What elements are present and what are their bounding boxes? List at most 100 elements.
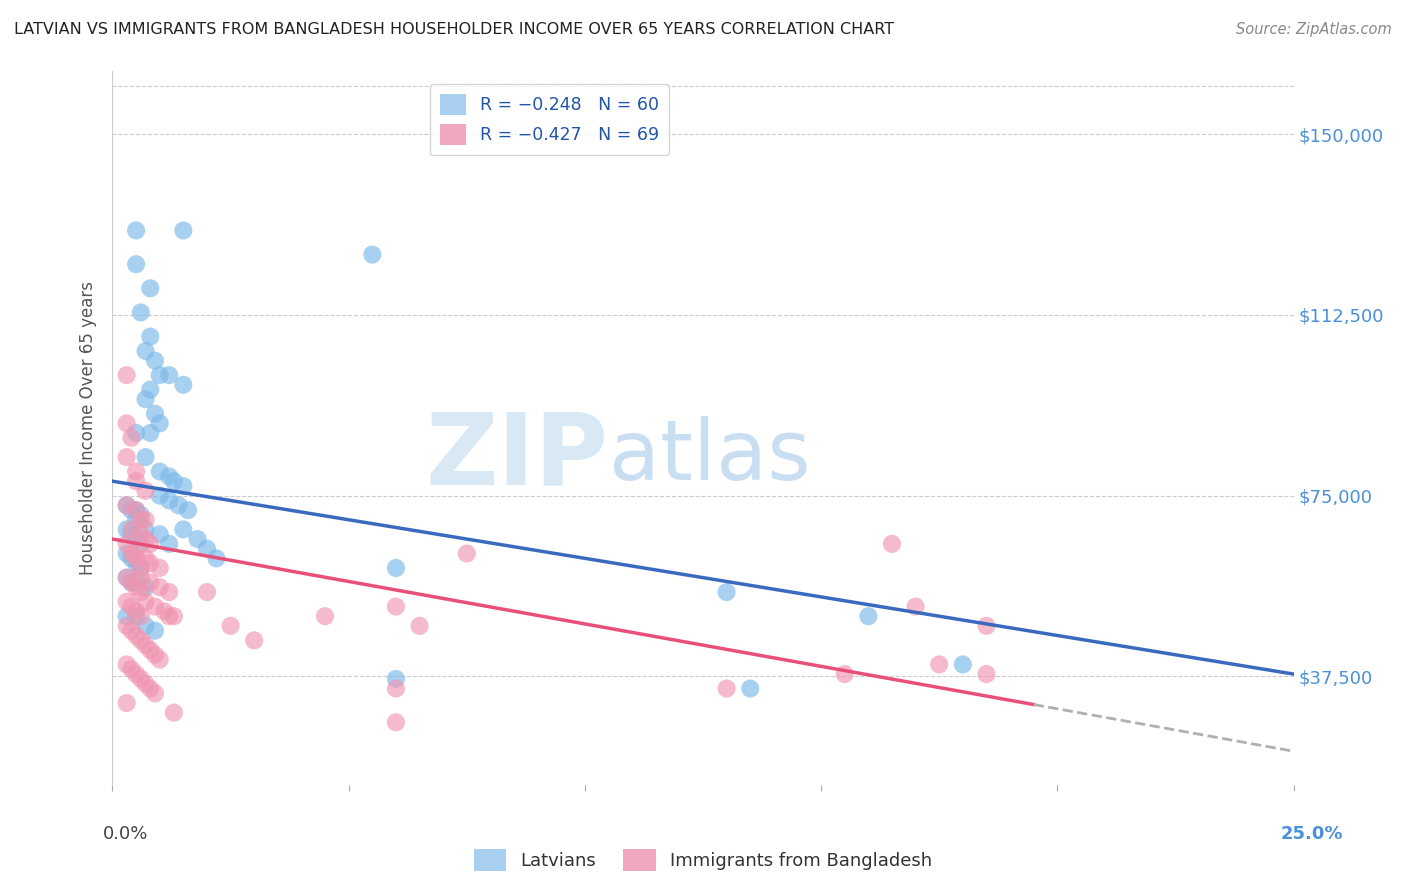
Point <box>153 604 176 618</box>
Point <box>149 465 172 479</box>
Point <box>172 523 194 537</box>
Point <box>952 657 974 672</box>
Point <box>139 281 162 295</box>
Point <box>129 537 152 551</box>
Point <box>219 619 242 633</box>
Point <box>120 575 142 590</box>
Point <box>115 619 138 633</box>
Point <box>129 513 152 527</box>
Point <box>125 223 148 237</box>
Point <box>125 257 148 271</box>
Point <box>135 523 157 537</box>
Point <box>125 425 148 440</box>
Point <box>125 474 148 488</box>
Point <box>139 556 162 570</box>
Point <box>115 537 138 551</box>
Point <box>115 657 138 672</box>
Point <box>129 609 152 624</box>
Point <box>120 527 142 541</box>
Point <box>120 523 142 537</box>
Point <box>172 223 194 237</box>
Point <box>157 609 180 624</box>
Point <box>129 561 152 575</box>
Point <box>149 652 172 666</box>
Point <box>314 609 336 624</box>
Point <box>115 696 138 710</box>
Point <box>143 648 166 662</box>
Legend: R = −0.248   N = 60, R = −0.427   N = 69: R = −0.248 N = 60, R = −0.427 N = 69 <box>429 84 669 155</box>
Point <box>135 619 157 633</box>
Point <box>115 595 138 609</box>
Point <box>120 575 142 590</box>
Point <box>385 715 408 730</box>
Point <box>157 585 180 599</box>
Point <box>135 551 157 566</box>
Point <box>125 513 148 527</box>
Point <box>456 547 478 561</box>
Point <box>120 624 142 638</box>
Point <box>157 537 180 551</box>
Point <box>139 575 162 590</box>
Point <box>139 643 162 657</box>
Point <box>834 667 856 681</box>
Point <box>135 392 157 407</box>
Point <box>125 604 148 618</box>
Point <box>125 465 148 479</box>
Point <box>139 537 162 551</box>
Point <box>143 624 166 638</box>
Point <box>115 571 138 585</box>
Point <box>149 561 172 575</box>
Point <box>115 368 138 383</box>
Point <box>149 489 172 503</box>
Point <box>976 619 998 633</box>
Point <box>385 681 408 696</box>
Point <box>115 417 138 431</box>
Point <box>135 450 157 464</box>
Point <box>243 633 266 648</box>
Point <box>186 532 208 546</box>
Point <box>129 305 152 319</box>
Point <box>157 368 180 383</box>
Point <box>125 547 148 561</box>
Text: 25.0%: 25.0% <box>1281 825 1343 843</box>
Point <box>135 483 157 498</box>
Point <box>858 609 880 624</box>
Text: Source: ZipAtlas.com: Source: ZipAtlas.com <box>1236 22 1392 37</box>
Point <box>163 474 186 488</box>
Point <box>125 609 148 624</box>
Point <box>163 609 186 624</box>
Point <box>135 513 157 527</box>
Y-axis label: Householder Income Over 65 years: Householder Income Over 65 years <box>79 281 97 575</box>
Point <box>716 681 738 696</box>
Point <box>143 407 166 421</box>
Point <box>129 571 152 585</box>
Point <box>125 503 148 517</box>
Point <box>385 672 408 686</box>
Point <box>157 469 180 483</box>
Point <box>135 580 157 594</box>
Point <box>385 561 408 575</box>
Point <box>385 599 408 614</box>
Point <box>129 561 152 575</box>
Point <box>115 547 138 561</box>
Point <box>205 551 228 566</box>
Point <box>904 599 927 614</box>
Point <box>125 551 148 566</box>
Point <box>135 595 157 609</box>
Point <box>408 619 430 633</box>
Point <box>149 580 172 594</box>
Point <box>880 537 903 551</box>
Text: atlas: atlas <box>609 417 810 497</box>
Point <box>135 344 157 359</box>
Point <box>115 498 138 512</box>
Point <box>120 431 142 445</box>
Point <box>115 450 138 464</box>
Point <box>172 377 194 392</box>
Point <box>125 667 148 681</box>
Point <box>143 353 166 368</box>
Point <box>139 425 162 440</box>
Point <box>976 667 998 681</box>
Point <box>149 527 172 541</box>
Point <box>125 556 148 570</box>
Point <box>120 547 142 561</box>
